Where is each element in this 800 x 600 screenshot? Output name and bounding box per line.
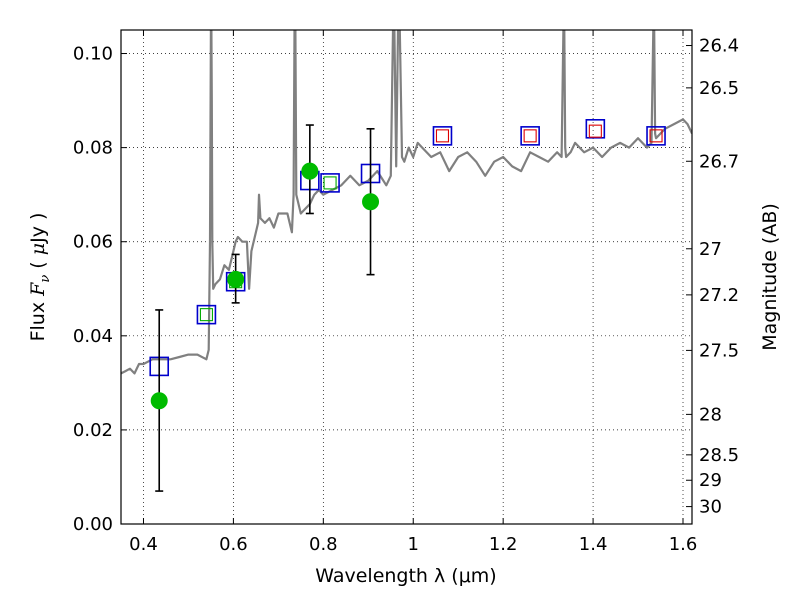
- observed-point: [301, 162, 319, 180]
- magnitude-tick-label: 28.5: [699, 445, 739, 466]
- observed-point: [227, 270, 245, 288]
- band-flux-square: [432, 126, 453, 146]
- band-flux-square: [199, 308, 213, 322]
- magnitude-tick-label: 27: [699, 239, 722, 260]
- band-flux-square: [196, 304, 217, 325]
- magnitude-tick-label: 26.4: [699, 36, 739, 57]
- band-flux-square: [588, 124, 602, 138]
- y-axis-label: Flux Fν ( μJy ): [27, 213, 53, 342]
- plot-background: [121, 30, 692, 524]
- x-axis-label: Wavelength λ (μm): [315, 565, 496, 587]
- magnitude-tick-label: 30: [699, 497, 722, 518]
- y-tick-label: 0.08: [73, 138, 113, 159]
- plot-frame: [120, 29, 693, 525]
- magnitude-tick-label: 27.5: [699, 340, 739, 361]
- error-bars: [150, 124, 380, 492]
- plot-content: [121, 30, 692, 377]
- x-tick-label: 1.2: [489, 534, 518, 555]
- band-flux-square: [585, 119, 606, 139]
- magnitude-tick-label: 26.7: [699, 151, 739, 172]
- band-flux-square: [320, 173, 340, 193]
- magnitude-axis-ticks: 26.4 26.5 26.7 27 27.2 27.5 28 28.5 29 30: [686, 36, 739, 518]
- observed-point: [362, 193, 380, 211]
- magnitude-tick-label: 28: [699, 404, 722, 425]
- y-tick-label: 0.00: [73, 514, 113, 535]
- magnitude-tick-label: 26.5: [699, 78, 739, 99]
- x-axis-ticks: 0.4 0.6 0.8 1 1.2 1.4 1.6: [129, 30, 697, 555]
- y-tick-label: 0.04: [73, 326, 113, 347]
- band-flux-square: [323, 176, 337, 190]
- magnitude-tick-label: 27.2: [699, 285, 739, 306]
- magnitude-axis-label: Magnitude (AB): [759, 203, 781, 351]
- x-tick-label: 1.6: [669, 534, 698, 555]
- observed-point: [150, 392, 168, 410]
- magnitude-tick-label: 29: [699, 470, 722, 491]
- spectrum-line: [121, 30, 692, 375]
- band-flux-square: [649, 129, 663, 143]
- y-axis-ticks: 0.00 0.02 0.04 0.06 0.08 0.10: [73, 44, 127, 535]
- x-tick-label: 1: [408, 534, 419, 555]
- x-tick-label: 0.6: [219, 534, 248, 555]
- x-tick-label: 0.8: [309, 534, 338, 555]
- band-flux-square: [435, 129, 450, 143]
- x-tick-label: 1.4: [579, 534, 608, 555]
- x-tick-label: 0.4: [129, 534, 158, 555]
- y-tick-label: 0.10: [73, 44, 113, 65]
- y-tick-label: 0.02: [73, 420, 113, 441]
- band-flux-square: [523, 129, 537, 143]
- band-flux-square: [520, 126, 540, 146]
- band-flux-square: [646, 126, 666, 146]
- y-tick-label: 0.06: [73, 232, 113, 253]
